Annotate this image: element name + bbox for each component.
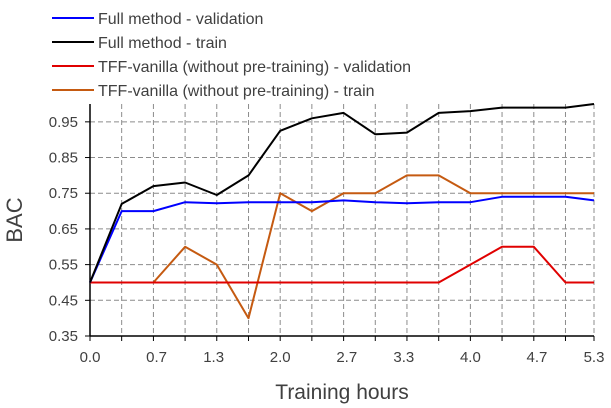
series-line xyxy=(90,174,594,320)
x-tick-label: 4.7 xyxy=(527,349,548,366)
x-tick-label: 2.0 xyxy=(270,349,291,366)
y-tick-label: 0.65 xyxy=(49,221,78,238)
x-tick-label: 3.3 xyxy=(393,349,414,366)
x-tick-label: 1.3 xyxy=(203,349,224,366)
series-line xyxy=(89,103,595,283)
x-tick-label: 0.7 xyxy=(146,349,167,366)
series-line xyxy=(89,195,595,283)
x-axis-label: Training hours xyxy=(275,381,408,404)
y-tick-label: 0.45 xyxy=(49,292,78,309)
series-lines xyxy=(89,103,595,320)
legend: Full method - validation Full method - tr… xyxy=(52,11,411,100)
tick-labels: 0.35 0.45 0.55 0.65 0.75 0.85 0.95 0.0 0.7 1.3 2.0… xyxy=(49,114,605,366)
y-axis-label: BAC xyxy=(2,197,27,242)
series-line xyxy=(90,245,594,284)
y-tick-label: 0.35 xyxy=(49,328,78,345)
x-tick-label: 0.0 xyxy=(80,349,101,366)
legend-label: TFF-vanilla (without pre-training) - tra… xyxy=(98,83,375,100)
y-tick-label: 0.85 xyxy=(49,150,78,167)
y-tick-label: 0.75 xyxy=(49,185,78,202)
x-tick-label: 2.7 xyxy=(336,349,357,366)
axes xyxy=(85,104,595,341)
y-tick-label: 0.95 xyxy=(49,114,78,131)
legend-label: Full method - train xyxy=(98,35,227,52)
x-tick-label: 4.0 xyxy=(460,349,481,366)
legend-label: Full method - validation xyxy=(98,11,263,28)
x-tick-label: 5.3 xyxy=(584,349,605,366)
y-tick-label: 0.55 xyxy=(49,257,78,274)
legend-label: TFF-vanilla (without pre-training) - val… xyxy=(98,59,411,76)
grid xyxy=(89,104,595,337)
